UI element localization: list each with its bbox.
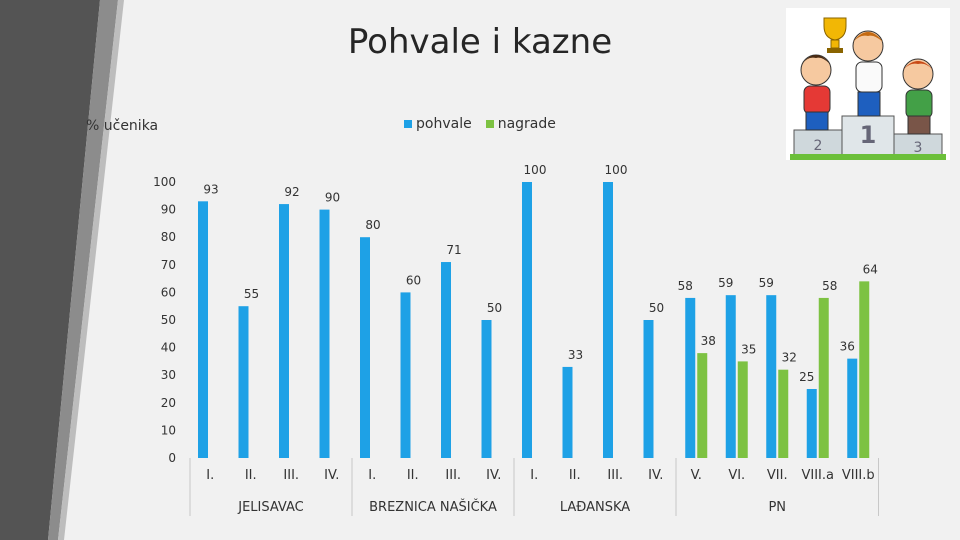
bar-pohvale [360, 237, 370, 458]
group-label: BREZNICA NAŠIČKA [369, 499, 497, 515]
bar-nagrade [737, 361, 748, 458]
legend-label-nagrade: nagrade [497, 116, 556, 132]
y-tick-label: 90 [161, 203, 176, 217]
y-axis-label: % učenika [86, 118, 159, 134]
bar-nagrade [818, 297, 829, 458]
podium-number-1: 1 [860, 121, 877, 149]
legend-swatch-pohvale [404, 120, 412, 128]
trophy-podium-kids-clipart: 2 1 3 [786, 8, 950, 160]
y-tick-label: 70 [161, 258, 176, 272]
y-tick-label: 50 [161, 313, 176, 327]
data-label-nagrade: 32 [782, 351, 797, 365]
bar-pohvale [643, 320, 654, 458]
legend-swatch-nagrade [485, 120, 494, 128]
data-label-pohvale: 59 [759, 276, 774, 290]
x-tick-label: VII. [767, 468, 788, 483]
data-label-pohvale: 50 [487, 301, 502, 315]
podium-number-3: 3 [914, 140, 923, 156]
y-tick-label: 60 [161, 285, 176, 299]
x-tick-label: VIII.a [802, 468, 835, 483]
y-tick-label: 0 [168, 451, 176, 465]
legend-item-nagrade: nagrade [485, 116, 556, 132]
data-label-pohvale: 55 [244, 287, 259, 301]
data-label-pohvale: 80 [365, 218, 380, 232]
x-tick-label: III. [445, 468, 461, 483]
bar-nagrade [859, 281, 870, 458]
chart-title: Pohvale i kazne [347, 22, 613, 62]
data-label-nagrade: 35 [741, 342, 756, 356]
x-tick-label: IV. [324, 468, 339, 483]
podium-number-2: 2 [814, 138, 823, 154]
bar-pohvale [238, 306, 249, 458]
y-tick-label: 20 [161, 396, 176, 410]
x-tick-label: III. [607, 468, 623, 483]
x-tick-label: VIII.b [842, 468, 875, 483]
bar-pohvale [847, 358, 858, 458]
bar-pohvale [685, 297, 696, 458]
y-tick-label: 30 [161, 368, 176, 382]
x-tick-label: II. [407, 468, 419, 483]
y-tick-label: 80 [161, 230, 176, 244]
data-label-nagrade: 58 [822, 279, 837, 293]
data-label-pohvale: 90 [325, 191, 340, 205]
bar-pohvale [603, 182, 613, 458]
x-tick-label: IV. [648, 468, 663, 483]
x-tick-label: I. [206, 468, 214, 483]
data-label-pohvale: 36 [840, 340, 855, 354]
group-label: JELISAVAC [237, 500, 303, 515]
data-label-pohvale: 92 [284, 185, 299, 199]
y-tick-label: 100 [153, 175, 176, 189]
bar-pohvale [441, 262, 451, 458]
data-label-pohvale: 60 [406, 273, 421, 287]
data-label-pohvale: 71 [446, 243, 461, 257]
group-label: LAĐANSKA [560, 500, 630, 515]
data-label-pohvale: 25 [799, 370, 814, 384]
data-label-pohvale: 50 [649, 301, 664, 315]
data-label-pohvale: 58 [678, 279, 693, 293]
bar-pohvale [279, 204, 289, 458]
data-label-pohvale: 100 [524, 163, 547, 177]
y-tick-label: 40 [161, 341, 176, 355]
bar-pohvale [522, 182, 532, 458]
bar-nagrade [778, 369, 789, 458]
x-tick-label: II. [245, 468, 257, 483]
x-tick-label: IV. [486, 468, 501, 483]
bar-pohvale [766, 295, 777, 458]
bar-pohvale [198, 201, 208, 458]
data-label-pohvale: 59 [718, 276, 733, 290]
data-label-pohvale: 93 [203, 182, 218, 196]
bar-pohvale [400, 292, 411, 458]
legend-item-pohvale: pohvale [404, 116, 472, 132]
bar-pohvale [806, 389, 817, 458]
y-tick-label: 10 [161, 423, 176, 437]
group-label: PN [768, 500, 786, 515]
x-tick-label: III. [283, 468, 299, 483]
data-label-pohvale: 33 [568, 348, 583, 362]
data-label-nagrade: 64 [863, 262, 878, 276]
bar-pohvale [562, 366, 573, 458]
legend-label-pohvale: pohvale [416, 116, 472, 132]
x-tick-label: I. [368, 468, 376, 483]
data-label-nagrade: 38 [701, 334, 716, 348]
x-tick-label: VI. [728, 468, 745, 483]
x-tick-label: I. [530, 468, 538, 483]
x-tick-label: II. [569, 468, 581, 483]
bar-pohvale [725, 295, 736, 458]
legend: pohvale nagrade [404, 116, 556, 132]
bar-pohvale [319, 209, 330, 458]
bar-nagrade [697, 353, 708, 458]
x-tick-label: V. [691, 468, 702, 483]
data-label-pohvale: 100 [605, 163, 628, 177]
bar-pohvale [481, 320, 492, 458]
